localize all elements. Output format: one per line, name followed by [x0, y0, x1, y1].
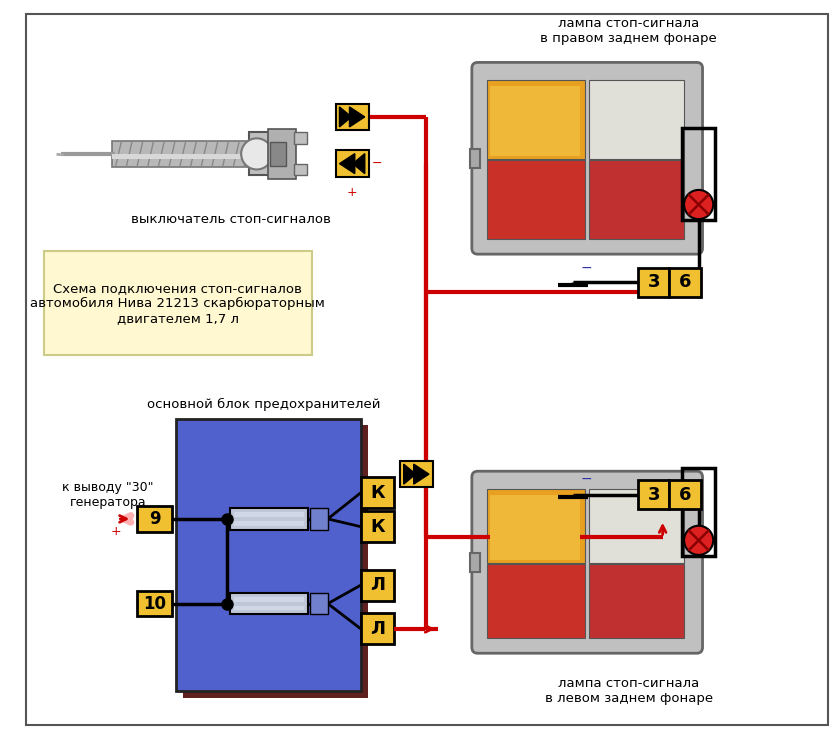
Bar	[638, 480, 670, 509]
Bar	[235, 597, 305, 602]
Bar	[589, 80, 684, 159]
Bar	[361, 613, 394, 644]
Text: лампа стоп-сигнала
в левом заднем фонаре: лампа стоп-сигнала в левом заднем фонаре	[544, 677, 713, 705]
Circle shape	[241, 138, 272, 169]
Bar	[470, 149, 479, 168]
Text: Схема подключения стоп-сигналов
автомобиля Нива 21213 скарбюраторным
двигателем : Схема подключения стоп-сигналов автомоби…	[31, 282, 325, 325]
Bar	[470, 553, 479, 573]
Bar	[682, 469, 716, 556]
Bar	[294, 132, 307, 144]
Bar	[361, 570, 394, 601]
Bar	[235, 521, 305, 525]
Text: выключатель стоп-сигналов: выключатель стоп-сигналов	[131, 213, 331, 225]
Bar	[400, 461, 433, 487]
Bar	[490, 86, 580, 156]
Bar	[361, 477, 394, 508]
Bar	[488, 488, 585, 562]
Text: +: +	[347, 186, 358, 200]
Bar	[682, 128, 716, 220]
Bar	[230, 593, 309, 614]
Polygon shape	[339, 154, 354, 174]
Polygon shape	[404, 464, 416, 484]
FancyBboxPatch shape	[472, 62, 702, 254]
Text: к выводу "30"
генератора: к выводу "30" генератора	[62, 480, 154, 508]
Bar	[294, 163, 307, 175]
Polygon shape	[339, 107, 351, 127]
Bar	[589, 564, 684, 638]
Text: +: +	[111, 525, 121, 538]
Bar	[270, 142, 286, 166]
Bar	[137, 591, 172, 616]
Text: 6: 6	[679, 486, 691, 503]
Bar	[176, 419, 361, 691]
Bar	[111, 154, 253, 159]
Text: 10: 10	[143, 595, 166, 613]
Bar	[310, 508, 328, 530]
FancyBboxPatch shape	[472, 471, 702, 653]
Text: 9: 9	[149, 510, 161, 528]
Text: 6: 6	[679, 273, 691, 291]
Bar	[488, 80, 585, 159]
Text: основной блок предохранителей: основной блок предохранителей	[146, 398, 380, 411]
Bar	[310, 593, 328, 614]
Text: лампа стоп-сигнала
в правом заднем фонаре: лампа стоп-сигнала в правом заднем фонар…	[540, 17, 717, 45]
Text: Л: Л	[370, 620, 385, 638]
Text: К: К	[370, 483, 384, 502]
Bar	[335, 151, 369, 177]
Bar	[269, 129, 295, 179]
Text: К: К	[370, 518, 384, 536]
Bar	[490, 494, 580, 560]
Bar	[488, 564, 585, 638]
Bar	[249, 132, 280, 175]
Bar	[137, 506, 172, 531]
Text: −: −	[371, 157, 382, 170]
Bar	[589, 160, 684, 239]
Text: 3: 3	[647, 486, 660, 503]
Bar	[670, 480, 701, 509]
Bar	[361, 511, 394, 542]
Circle shape	[684, 190, 713, 219]
Bar	[111, 141, 253, 166]
Polygon shape	[414, 464, 429, 484]
Bar	[183, 426, 368, 698]
Bar	[638, 268, 670, 297]
Text: −: −	[581, 472, 592, 486]
Bar	[488, 160, 585, 239]
Bar	[235, 512, 305, 517]
Text: 3: 3	[647, 273, 660, 291]
Bar	[230, 508, 309, 530]
Text: Л: Л	[370, 576, 385, 594]
Bar	[235, 605, 305, 610]
Polygon shape	[353, 154, 364, 174]
Bar	[670, 268, 701, 297]
Circle shape	[684, 525, 713, 555]
Bar	[43, 251, 312, 355]
Bar	[335, 103, 369, 130]
Bar	[589, 488, 684, 562]
Polygon shape	[349, 107, 364, 127]
Text: −: −	[581, 261, 592, 275]
